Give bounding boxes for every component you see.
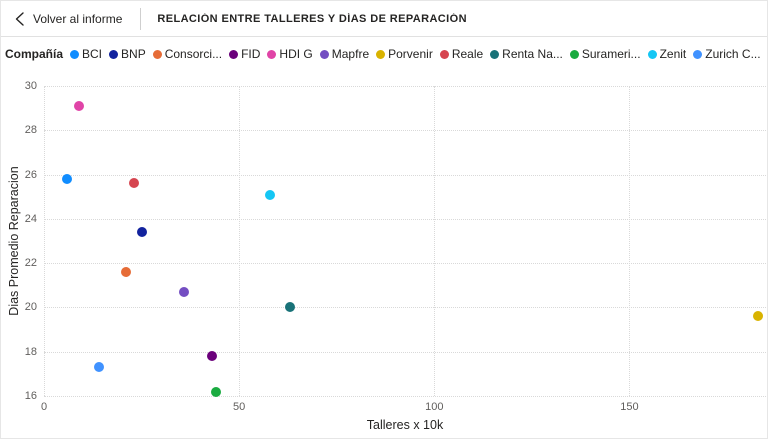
gridline-vertical	[629, 86, 631, 396]
chevron-left-icon	[15, 11, 24, 26]
legend-item-label: FID	[241, 47, 261, 61]
legend-item[interactable]: BCI	[70, 47, 102, 61]
gridline-horizontal	[44, 351, 766, 353]
legend-color-dot	[70, 49, 80, 59]
gridline-horizontal	[44, 307, 766, 309]
legend-item-label: Consorci...	[164, 47, 223, 61]
legend-item-label: Surameri...	[581, 47, 641, 61]
y-tick-label: 22	[24, 257, 37, 270]
gridline-vertical	[434, 86, 436, 396]
legend-item[interactable]: Zurich C...	[693, 47, 761, 61]
gridline-vertical	[44, 86, 45, 396]
gridline-horizontal	[44, 86, 766, 87]
legend-item[interactable]: Renta Na...	[490, 47, 563, 61]
legend-item[interactable]: Reale	[439, 47, 484, 61]
topbar: Volver al informe RELACIÓN ENTRE TALLERE…	[1, 1, 767, 37]
legend-item[interactable]: HDI G	[267, 47, 313, 61]
legend-item[interactable]: Zenit	[647, 47, 687, 61]
y-tick-label: 26	[24, 168, 37, 181]
legend-items: BCI BNP Consorci... FID HDI G Mapfre Porvenir R…	[70, 47, 761, 61]
legend-item[interactable]: Surameri...	[569, 47, 641, 61]
scatter-point-renta-na[interactable]	[284, 302, 295, 313]
legend-item[interactable]: Porvenir	[376, 47, 433, 61]
scatter-point-consorci[interactable]	[120, 267, 131, 277]
legend-color-dot	[152, 49, 162, 59]
legend-item-label: Reale	[451, 47, 484, 61]
gridline-horizontal	[44, 174, 766, 176]
legend-color-dot	[229, 49, 239, 59]
back-button-label: Volver al informe	[33, 11, 123, 26]
legend-item-label: Zurich C...	[705, 47, 761, 61]
scatter-point-fid[interactable]	[206, 351, 217, 362]
y-axis-title: Dias Promedio Reparacion	[7, 166, 21, 316]
y-tick-label: 28	[24, 124, 37, 137]
y-tick-label: 16	[24, 390, 37, 402]
gridline-horizontal	[44, 396, 766, 397]
scatter-point-porvenir[interactable]	[753, 311, 764, 322]
legend-item-label: BNP	[121, 47, 146, 61]
legend-color-dot	[267, 49, 277, 59]
legend-item-label: BCI	[82, 47, 103, 61]
gridline-horizontal	[44, 130, 766, 132]
scatter-point-bnp[interactable]	[136, 227, 147, 238]
legend-color-dot	[439, 49, 449, 59]
legend-item[interactable]: FID	[229, 47, 260, 61]
legend-color-dot	[376, 49, 386, 59]
back-to-report-button[interactable]: Volver al informe	[1, 1, 140, 36]
legend-item-label: Porvenir	[388, 47, 433, 61]
y-tick-label: 24	[24, 212, 37, 225]
scatter-point-reale[interactable]	[128, 178, 139, 189]
y-tick-label: 30	[24, 80, 37, 92]
y-tick-label: 18	[24, 345, 37, 358]
scatter-point-zurich-c[interactable]	[93, 362, 104, 373]
scatter-point-mapfre[interactable]	[179, 286, 190, 297]
legend-color-dot	[490, 49, 500, 59]
scatter-point-surameri[interactable]	[210, 386, 221, 397]
legend-item-label: HDI G	[279, 47, 313, 61]
legend-color-dot	[693, 49, 703, 59]
scatter-point-zenit[interactable]	[265, 189, 276, 200]
legend-item[interactable]: Mapfre	[319, 47, 370, 61]
legend-item-label: Zenit	[659, 47, 687, 61]
x-tick-label: 50	[233, 401, 246, 413]
legend-item[interactable]: Consorci...	[152, 47, 223, 61]
legend-item-label: Mapfre	[331, 47, 370, 61]
legend-color-dot	[569, 49, 579, 59]
legend-color-dot	[647, 49, 657, 59]
legend-item[interactable]: BNP	[109, 47, 146, 61]
x-tick-label: 150	[620, 401, 639, 413]
gridline-horizontal	[44, 218, 766, 220]
chart-legend: Compañía BCI BNP Consorci... FID HDI G Mapfre…	[5, 44, 765, 64]
legend-color-dot	[109, 49, 119, 59]
legend-item-label: Renta Na...	[502, 47, 563, 61]
legend-color-dot	[319, 49, 329, 59]
plot-area: 0 50 100 150 16 18 20 22 24 26 28 30	[25, 80, 766, 413]
x-tick-label: 0	[40, 401, 48, 413]
x-axis-title: Talleres x 10k	[366, 418, 444, 432]
page-title: RELACIÓN ENTRE TALLERES Y DÍAS DE REPARA…	[157, 12, 467, 25]
gridline-vertical	[239, 86, 241, 396]
y-tick-label: 20	[24, 301, 37, 314]
legend-title: Compañía	[5, 47, 64, 61]
gridline-horizontal	[44, 263, 766, 265]
topbar-divider	[140, 7, 142, 30]
scatter-point-bci[interactable]	[62, 174, 73, 184]
x-tick-label: 100	[425, 401, 444, 413]
scatter-point-hdi-g[interactable]	[74, 100, 85, 111]
